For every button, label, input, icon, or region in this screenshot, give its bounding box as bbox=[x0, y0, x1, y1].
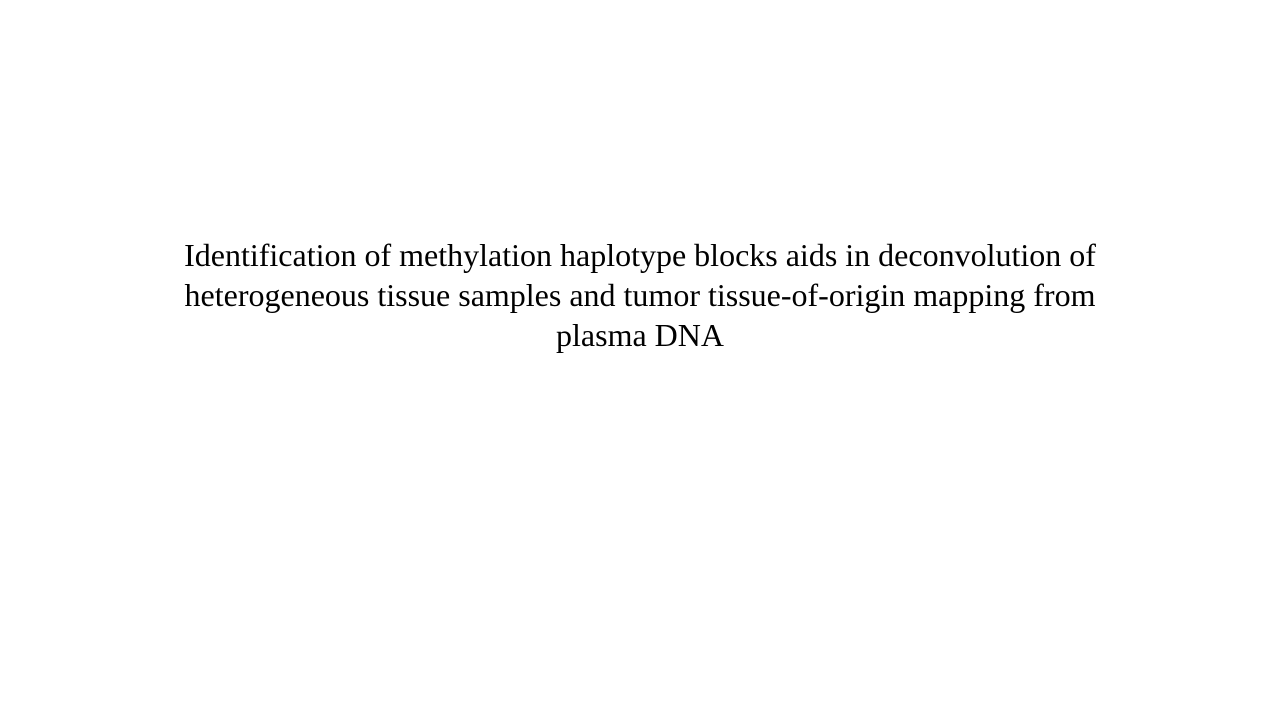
title-container: Identification of methylation haplotype … bbox=[180, 235, 1100, 355]
slide-title: Identification of methylation haplotype … bbox=[180, 235, 1100, 355]
